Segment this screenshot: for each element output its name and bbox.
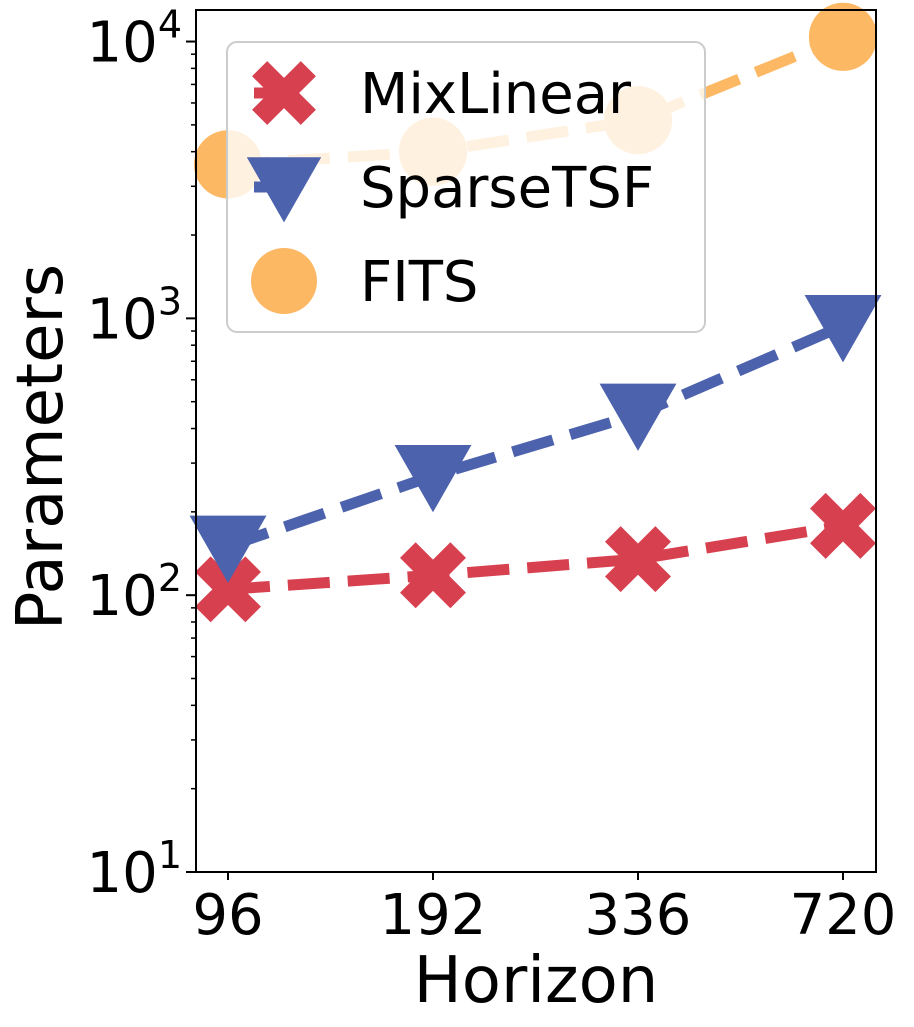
- axes-layer: 96 192 336 720 101 102 103 104: [87, 3, 897, 948]
- x-tick-label: 96: [192, 883, 263, 948]
- x-axis-label: Horizon: [414, 944, 659, 1018]
- legend-frame: [226, 41, 706, 333]
- legend-entry-mixlinear: MixLinear: [252, 61, 632, 127]
- legend-marker-triangle-down-icon: [246, 157, 322, 223]
- x-tick-label: 720: [790, 883, 897, 948]
- series-line-mixlinear: [227, 520, 844, 595]
- legend: MixLinear SparseTSF FITS: [226, 41, 706, 333]
- data-point-mixlinear: [810, 492, 876, 559]
- y-tick-label: 104: [87, 3, 182, 76]
- legend-entry-fits: FITS: [251, 248, 478, 315]
- y-tick-label: 102: [87, 556, 182, 629]
- data-point-mixlinear: [605, 526, 671, 593]
- x-tick-label: 336: [585, 883, 692, 948]
- legend-entry-sparsetsf: SparseTSF: [246, 156, 654, 223]
- legend-label: MixLinear: [360, 62, 632, 127]
- legend-marker-circle-icon: [251, 248, 317, 314]
- y-tick-label: 101: [87, 833, 182, 906]
- data-point-fits: [808, 2, 878, 71]
- legend-marker-x-icon: [252, 61, 316, 125]
- data-point-mixlinear: [195, 556, 261, 623]
- x-tick-label: 192: [380, 883, 487, 948]
- legend-label: FITS: [360, 250, 478, 315]
- data-point-sparsetsf: [394, 445, 472, 513]
- plot-frame: [195, 9, 877, 873]
- data-point-sparsetsf: [189, 515, 267, 583]
- data-point-sparsetsf: [599, 383, 677, 451]
- series-line-sparsetsf: [226, 320, 846, 552]
- data-point-sparsetsf: [804, 295, 882, 363]
- data-point-mixlinear: [400, 542, 466, 609]
- legend-label: SparseTSF: [360, 156, 654, 221]
- y-axis-label: Parameters: [4, 264, 78, 630]
- y-tick-label: 103: [87, 279, 182, 352]
